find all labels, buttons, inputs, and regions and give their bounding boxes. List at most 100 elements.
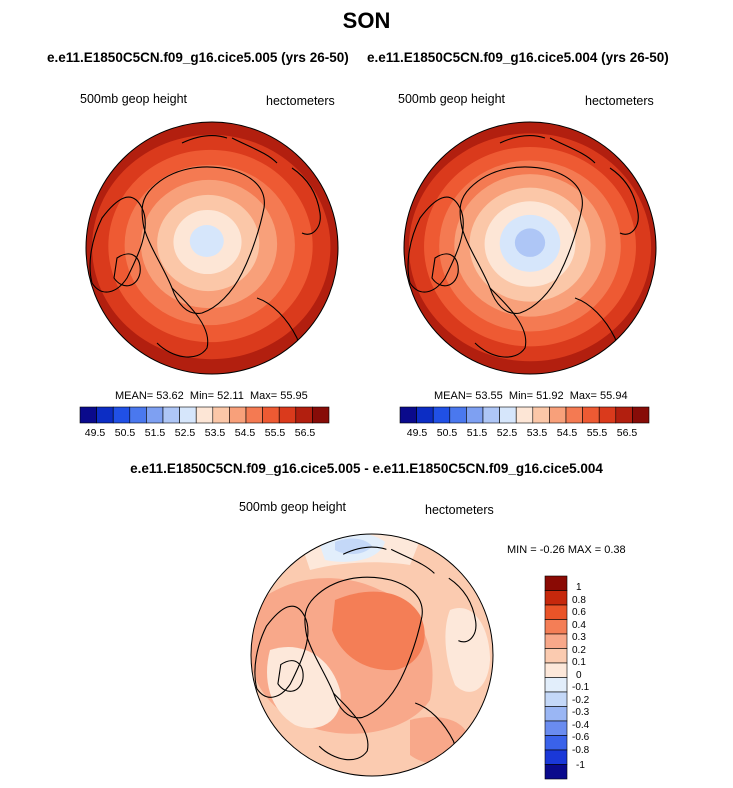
right-colorbar-swatch	[432, 406, 451, 424]
right-cbar-tick: 53.5	[526, 427, 548, 439]
diff-cbar-tick: 0.3	[572, 632, 586, 643]
difference-anomaly-patch	[445, 608, 490, 692]
left-coastline	[141, 166, 265, 314]
left-colorbar-swatch	[295, 406, 313, 424]
left-colorbar-swatch	[179, 406, 197, 424]
right-colorbar-swatch	[515, 406, 534, 424]
right-map-border	[403, 121, 657, 375]
right-max: 55.94	[600, 390, 628, 402]
right-cbar-tick: 49.5	[406, 427, 428, 439]
left-cbar-tick: 50.5	[114, 427, 136, 439]
left-cbar-tick: 54.5	[234, 427, 256, 439]
right-map-band	[514, 228, 546, 257]
figure-title: SON	[342, 8, 391, 33]
right-coastline	[609, 167, 639, 235]
left-cbar-tick: 53.5	[204, 427, 226, 439]
right-colorbar-swatch	[416, 406, 434, 424]
right-mean: 53.55	[475, 390, 503, 402]
right-colorbar-swatch	[632, 406, 650, 424]
right-min: 51.92	[536, 390, 564, 402]
left-map-border	[85, 121, 339, 375]
difference-colorbar-swatch	[544, 706, 568, 722]
left-subtitle: e.e11.E1850C5CN.f09_g16.cice5.005 (yrs 2…	[47, 50, 349, 65]
left-colorbar-swatch	[229, 406, 247, 424]
difference-anomaly-patch	[332, 591, 425, 671]
right-units-label: hectometers	[585, 94, 654, 108]
left-coastline	[181, 134, 228, 144]
left-colorbar-swatch	[278, 406, 297, 424]
left-cbar-tick: 56.5	[294, 427, 316, 439]
left-coastlines	[89, 134, 321, 364]
right-variable-label: 500mb geop height	[398, 92, 506, 106]
left-map-field	[86, 122, 338, 374]
left-max: 55.95	[280, 390, 308, 402]
left-colorbar	[79, 406, 330, 424]
left-min: 52.11	[217, 390, 244, 402]
diff-cbar-tick: -0.3	[572, 707, 590, 718]
difference-colorbar-swatch	[544, 604, 568, 620]
right-colorbar-swatch	[582, 406, 600, 424]
difference-map-border	[250, 533, 494, 777]
difference-map-field	[251, 534, 493, 776]
right-cbar-tick: 52.5	[496, 427, 518, 439]
left-colorbar-swatch	[262, 406, 280, 424]
left-units-label: hectometers	[266, 94, 335, 108]
left-cbar-tick: 52.5	[174, 427, 196, 439]
left-colorbar-swatch	[212, 406, 230, 424]
right-colorbar-swatch	[549, 406, 567, 424]
difference-colorbar-swatch	[544, 677, 568, 693]
difference-colorbar-swatch	[544, 720, 568, 736]
left-colorbar-swatch	[146, 406, 164, 424]
right-colorbar-swatch	[466, 406, 484, 424]
left-colorbar-swatch	[312, 406, 330, 424]
difference-coastline	[254, 605, 309, 698]
left-colorbar-swatch	[112, 406, 131, 424]
left-coastline	[113, 253, 141, 287]
left-cbar-tick: 51.5	[144, 427, 166, 439]
right-colorbar-swatch	[565, 406, 583, 424]
right-colorbar-swatch	[499, 406, 517, 424]
diff-units-label: hectometers	[425, 503, 494, 517]
right-coastlines	[407, 134, 639, 364]
difference-coastline	[277, 660, 304, 692]
right-cbar-tick: 54.5	[556, 427, 578, 439]
right-colorbar-swatch	[482, 406, 500, 424]
difference-colorbar-swatch	[544, 764, 568, 780]
left-colorbar-swatch	[195, 406, 214, 424]
difference-colorbar	[544, 575, 568, 780]
diff-cbar-tick: 0.2	[572, 645, 586, 656]
diff-variable-label: 500mb geop height	[239, 500, 347, 514]
difference-colorbar-swatch	[544, 619, 568, 635]
left-mean: 53.62	[156, 390, 184, 402]
diff-cbar-tick: -0.8	[572, 745, 590, 756]
diff-cbar-tick: 0.6	[572, 607, 586, 618]
left-colorbar-swatch	[245, 406, 263, 424]
right-cbar-tick: 50.5	[436, 427, 458, 439]
left-variable-label: 500mb geop height	[80, 92, 188, 106]
left-cbar-tick: 55.5	[264, 427, 286, 439]
difference-colorbar-swatch	[544, 662, 568, 678]
right-cbar-tick: 55.5	[586, 427, 608, 439]
difference-colorbar-swatch	[544, 633, 568, 649]
right-coastline	[549, 137, 596, 164]
right-colorbar-swatch	[615, 406, 633, 424]
right-stats: MEAN= 53.55 Min= 51.92 Max= 55.94	[434, 390, 628, 402]
left-cbar-tick: 49.5	[84, 427, 106, 439]
right-coastline	[499, 134, 546, 144]
left-colorbar-swatch	[162, 406, 180, 424]
left-stats: MEAN= 53.62 Min= 52.11 Max= 55.95	[115, 390, 308, 402]
diff-cbar-tick: -0.4	[572, 720, 590, 731]
difference-coastlines	[254, 546, 477, 767]
difference-colorbar-swatch	[544, 575, 568, 591]
difference-title: e.e11.E1850C5CN.f09_g16.cice5.005 - e.e1…	[130, 461, 603, 476]
right-map-field	[404, 122, 656, 374]
left-colorbar-swatch	[129, 406, 147, 424]
difference-anomaly-patch	[335, 538, 372, 555]
left-colorbar-swatch	[79, 406, 97, 424]
diff-cbar-tick: -0.2	[572, 695, 590, 706]
difference-coastline	[342, 546, 387, 555]
difference-coastline	[304, 576, 423, 719]
diff-min-max: MIN = -0.26 MAX = 0.38	[507, 544, 626, 556]
difference-colorbar-swatch	[544, 749, 568, 765]
